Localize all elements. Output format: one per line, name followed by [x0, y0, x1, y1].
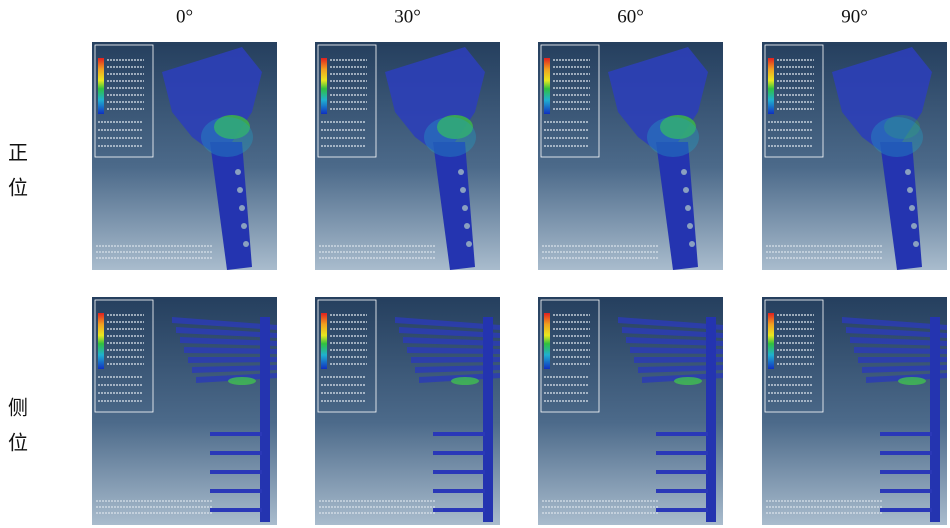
screw-hole: [458, 169, 464, 175]
screw: [880, 489, 932, 493]
screw-hole: [243, 241, 249, 247]
legend-colorbar: [321, 58, 327, 114]
screw: [433, 489, 485, 493]
legend-colorbar: [544, 58, 550, 114]
screw-hole: [685, 205, 691, 211]
screw-hole: [237, 187, 243, 193]
screw-hole: [687, 223, 693, 229]
screw: [656, 489, 708, 493]
legend-colorbar: [321, 313, 327, 369]
fea-panel: [762, 297, 947, 525]
screw: [210, 451, 262, 455]
screw: [210, 489, 262, 493]
legend-colorbar: [768, 313, 774, 369]
screw-hole: [909, 205, 915, 211]
legend-colorbar: [98, 313, 104, 369]
stress-zone: [898, 377, 926, 385]
screw: [880, 508, 932, 512]
row-label: 侧: [8, 397, 28, 420]
fea-panel: [315, 42, 500, 270]
legend-colorbar: [98, 58, 104, 114]
screw-hole: [905, 169, 911, 175]
row-label: 位: [8, 432, 28, 455]
fea-panel: [538, 297, 723, 525]
screw-hole: [911, 223, 917, 229]
fea-panel: [538, 42, 723, 270]
screw-hole: [681, 169, 687, 175]
screw: [210, 432, 262, 436]
screw-hole: [241, 223, 247, 229]
screw-hole: [239, 205, 245, 211]
stress-halo: [647, 117, 699, 157]
screw-hole: [464, 223, 470, 229]
fea-panel: [92, 297, 277, 525]
screw-hole: [235, 169, 241, 175]
stress-halo: [201, 117, 253, 157]
screw: [656, 470, 708, 474]
fea-panel: [315, 297, 500, 525]
screw: [433, 451, 485, 455]
screw: [880, 451, 932, 455]
row-label: 正: [8, 143, 28, 165]
column-header: 30°: [394, 6, 421, 27]
screw: [656, 508, 708, 512]
screw: [656, 432, 708, 436]
screw: [880, 470, 932, 474]
figure: 0°30°60°90° 正位侧位: [0, 0, 950, 528]
screw-hole: [460, 187, 466, 193]
screw-hole: [689, 241, 695, 247]
fea-panel: [762, 42, 947, 270]
legend-colorbar: [544, 313, 550, 369]
screw-hole: [466, 241, 472, 247]
stress-halo: [424, 117, 476, 157]
stress-halo: [871, 117, 923, 157]
stress-zone: [228, 377, 256, 385]
stress-zone: [674, 377, 702, 385]
row-label: 位: [8, 177, 28, 200]
fea-panel: [92, 42, 277, 270]
column-header: 0°: [176, 6, 193, 27]
screw-hole: [907, 187, 913, 193]
stress-zone: [451, 377, 479, 385]
screw-hole: [462, 205, 468, 211]
screw: [210, 508, 262, 512]
screw-hole: [683, 187, 689, 193]
screw: [210, 470, 262, 474]
legend-colorbar: [768, 58, 774, 114]
column-header: 60°: [617, 6, 644, 27]
screw: [656, 451, 708, 455]
screw: [433, 432, 485, 436]
screw-hole: [913, 241, 919, 247]
column-header: 90°: [841, 6, 868, 27]
screw: [433, 508, 485, 512]
screw: [880, 432, 932, 436]
screw: [433, 470, 485, 474]
